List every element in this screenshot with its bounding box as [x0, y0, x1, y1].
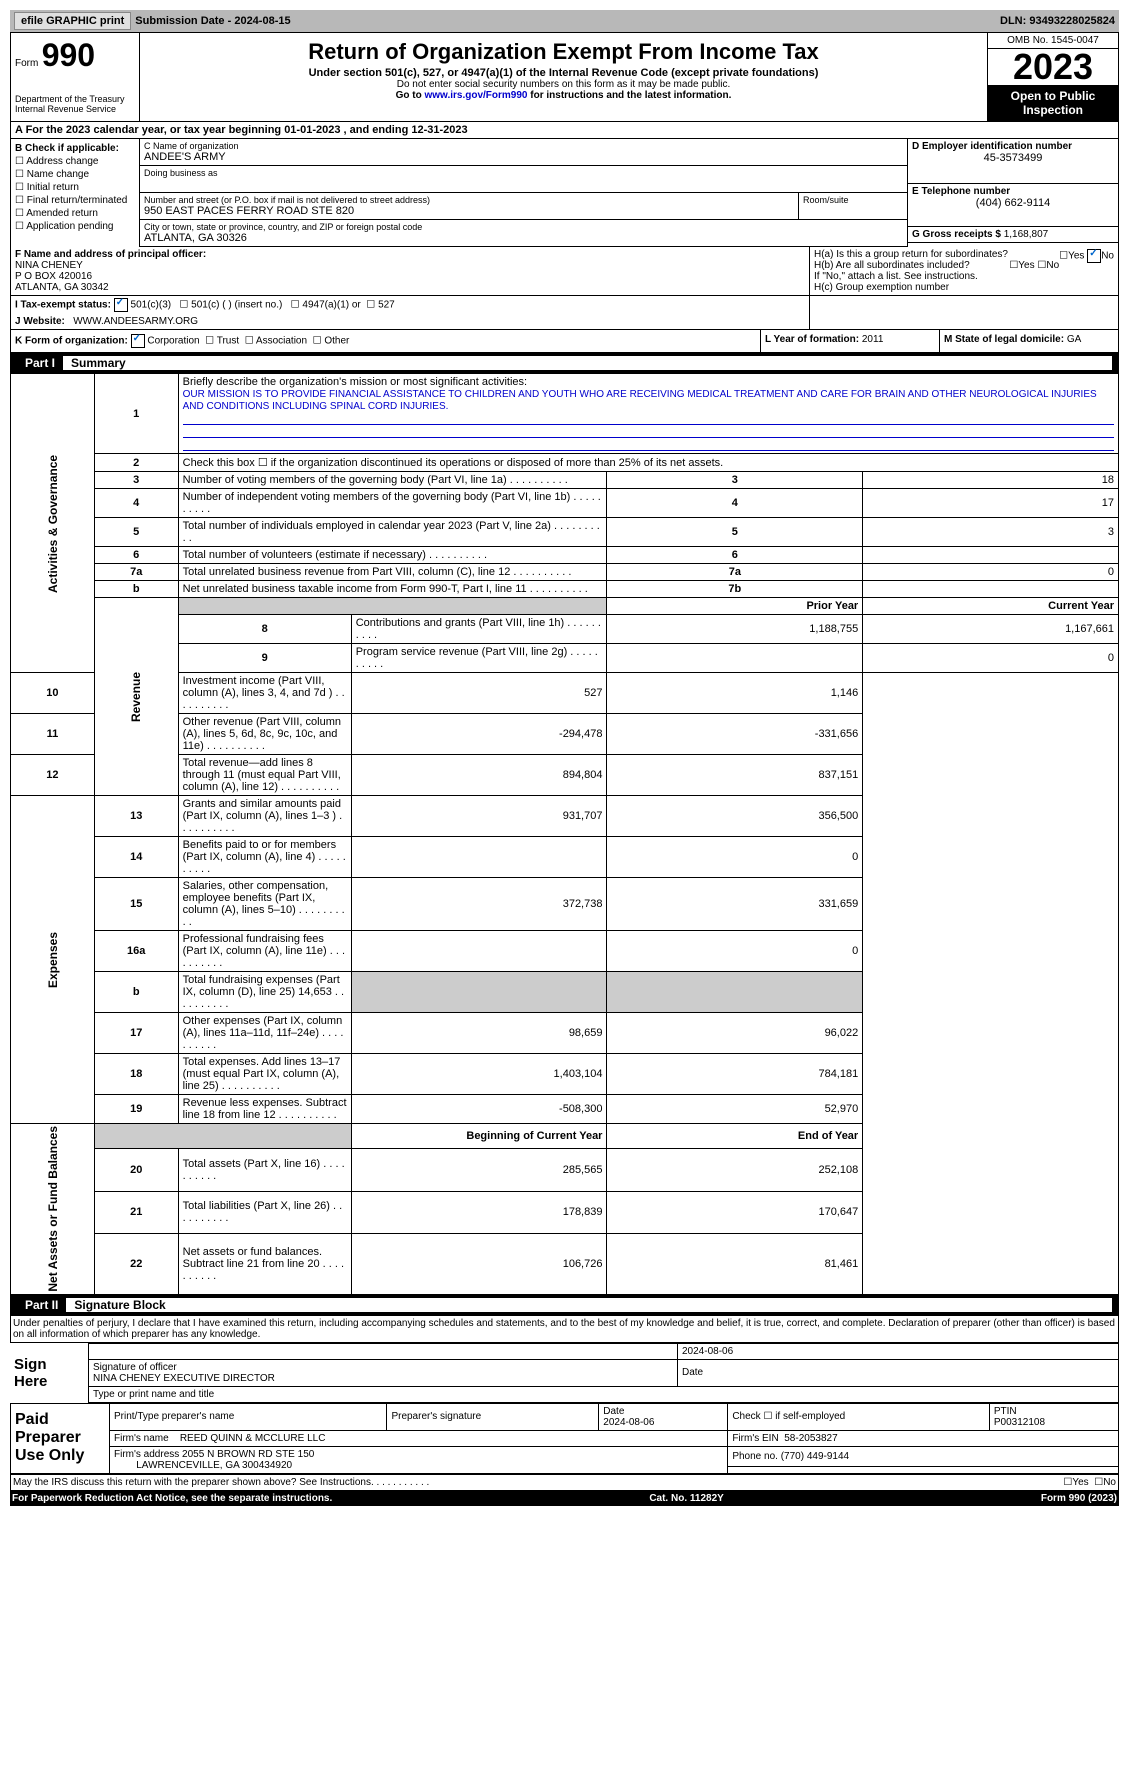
subtitle-1: Under section 501(c), 527, or 4947(a)(1)…	[144, 67, 983, 79]
form-header: Form 990 Department of the Treasury Inte…	[10, 32, 1119, 122]
cb-application-pending[interactable]: ☐ Application pending	[15, 221, 135, 232]
dln: DLN: 93493228025824	[1000, 15, 1115, 27]
cb-final-return[interactable]: ☐ Final return/terminated	[15, 195, 135, 206]
subtitle-2: Do not enter social security numbers on …	[144, 79, 983, 90]
footer-line: For Paperwork Reduction Act Notice, see …	[10, 1491, 1119, 1506]
officer-addr2: ATLANTA, GA 30342	[15, 282, 109, 293]
phone-label: E Telephone number	[912, 186, 1114, 197]
topbar: efile GRAPHIC print Submission Date - 20…	[10, 10, 1119, 32]
addr: 950 EAST PACES FERRY ROAD STE 820	[144, 205, 794, 217]
box-b-title: B Check if applicable:	[15, 143, 119, 154]
h-a: H(a) Is this a group return for subordin…	[814, 249, 1114, 260]
tab-net-assets: Net Assets or Fund Balances	[11, 1124, 95, 1295]
mission-text: OUR MISSION IS TO PROVIDE FINANCIAL ASSI…	[183, 389, 1097, 412]
h-c: H(c) Group exemption number	[814, 282, 1114, 293]
website: WWW.ANDEESARMY.ORG	[73, 316, 198, 327]
irs-link[interactable]: www.irs.gov/Form990	[424, 90, 527, 101]
perjury-statement: Under penalties of perjury, I declare th…	[10, 1315, 1119, 1343]
ein: 45-3573499	[912, 152, 1114, 164]
ein-label: D Employer identification number	[912, 141, 1114, 152]
cb-name-change[interactable]: ☐ Name change	[15, 169, 135, 180]
cb-corporation[interactable]	[131, 334, 145, 348]
officer-addr1: P O BOX 420016	[15, 271, 92, 282]
form-number: 990	[42, 37, 95, 73]
form-label: Form	[15, 58, 38, 69]
cb-amended-return[interactable]: ☐ Amended return	[15, 208, 135, 219]
row-k-l-m: K Form of organization: Corporation ☐ Tr…	[10, 330, 1119, 353]
cb-501c3[interactable]	[114, 298, 128, 312]
irs-discuss-row: May the IRS discuss this return with the…	[10, 1474, 1119, 1491]
efile-print-button[interactable]: efile GRAPHIC print	[14, 12, 131, 30]
summary-table: Activities & Governance 1 Briefly descri…	[10, 373, 1119, 1295]
row-a-tax-year: A For the 2023 calendar year, or tax yea…	[10, 122, 1119, 139]
dept-treasury: Department of the Treasury Internal Reve…	[15, 94, 135, 114]
section-i-j: I Tax-exempt status: 501(c)(3) ☐ 501(c) …	[10, 296, 1119, 330]
officer-label: F Name and address of principal officer:	[15, 249, 206, 260]
officer-name: NINA CHENEY	[15, 260, 83, 271]
section-b-c-d-e-g: B Check if applicable: ☐ Address change …	[10, 139, 1119, 247]
cb-address-change[interactable]: ☐ Address change	[15, 156, 135, 167]
gross-receipts-label: G Gross receipts $	[912, 229, 1004, 240]
phone: (404) 662-9114	[912, 197, 1114, 209]
part-1-bar: Part I Summary	[10, 353, 1119, 373]
paid-preparer-block: Paid Preparer Use Only Print/Type prepar…	[10, 1403, 1119, 1474]
gross-receipts: 1,168,807	[1004, 229, 1049, 240]
submission-date-label: Submission Date - 2024-08-15	[135, 15, 290, 27]
sign-here-block: Sign Here 2024-08-06 Signature of office…	[10, 1343, 1119, 1403]
open-to-public: Open to Public Inspection	[988, 85, 1118, 121]
city-label: City or town, state or province, country…	[144, 222, 903, 232]
room-label: Room/suite	[803, 195, 903, 205]
city: ATLANTA, GA 30326	[144, 232, 903, 244]
tax-year: 2023	[988, 49, 1118, 85]
h-b2: If "No," attach a list. See instructions…	[814, 271, 1114, 282]
website-label: J Website:	[15, 316, 65, 327]
form-title: Return of Organization Exempt From Incom…	[144, 39, 983, 65]
tax-exempt-label: I Tax-exempt status:	[15, 300, 111, 311]
subtitle-3: Go to www.irs.gov/Form990 for instructio…	[144, 90, 983, 101]
dba-label: Doing business as	[144, 168, 903, 178]
tab-revenue: Revenue	[94, 598, 178, 796]
addr-label: Number and street (or P.O. box if mail i…	[144, 195, 794, 205]
tab-expenses: Expenses	[11, 796, 95, 1124]
tab-activities-governance: Activities & Governance	[11, 374, 95, 673]
org-name-label: C Name of organization	[144, 141, 903, 151]
section-f-h: F Name and address of principal officer:…	[10, 247, 1119, 296]
part-2-bar: Part II Signature Block	[10, 1295, 1119, 1315]
cb-initial-return[interactable]: ☐ Initial return	[15, 182, 135, 193]
org-name: ANDEE'S ARMY	[144, 151, 903, 163]
